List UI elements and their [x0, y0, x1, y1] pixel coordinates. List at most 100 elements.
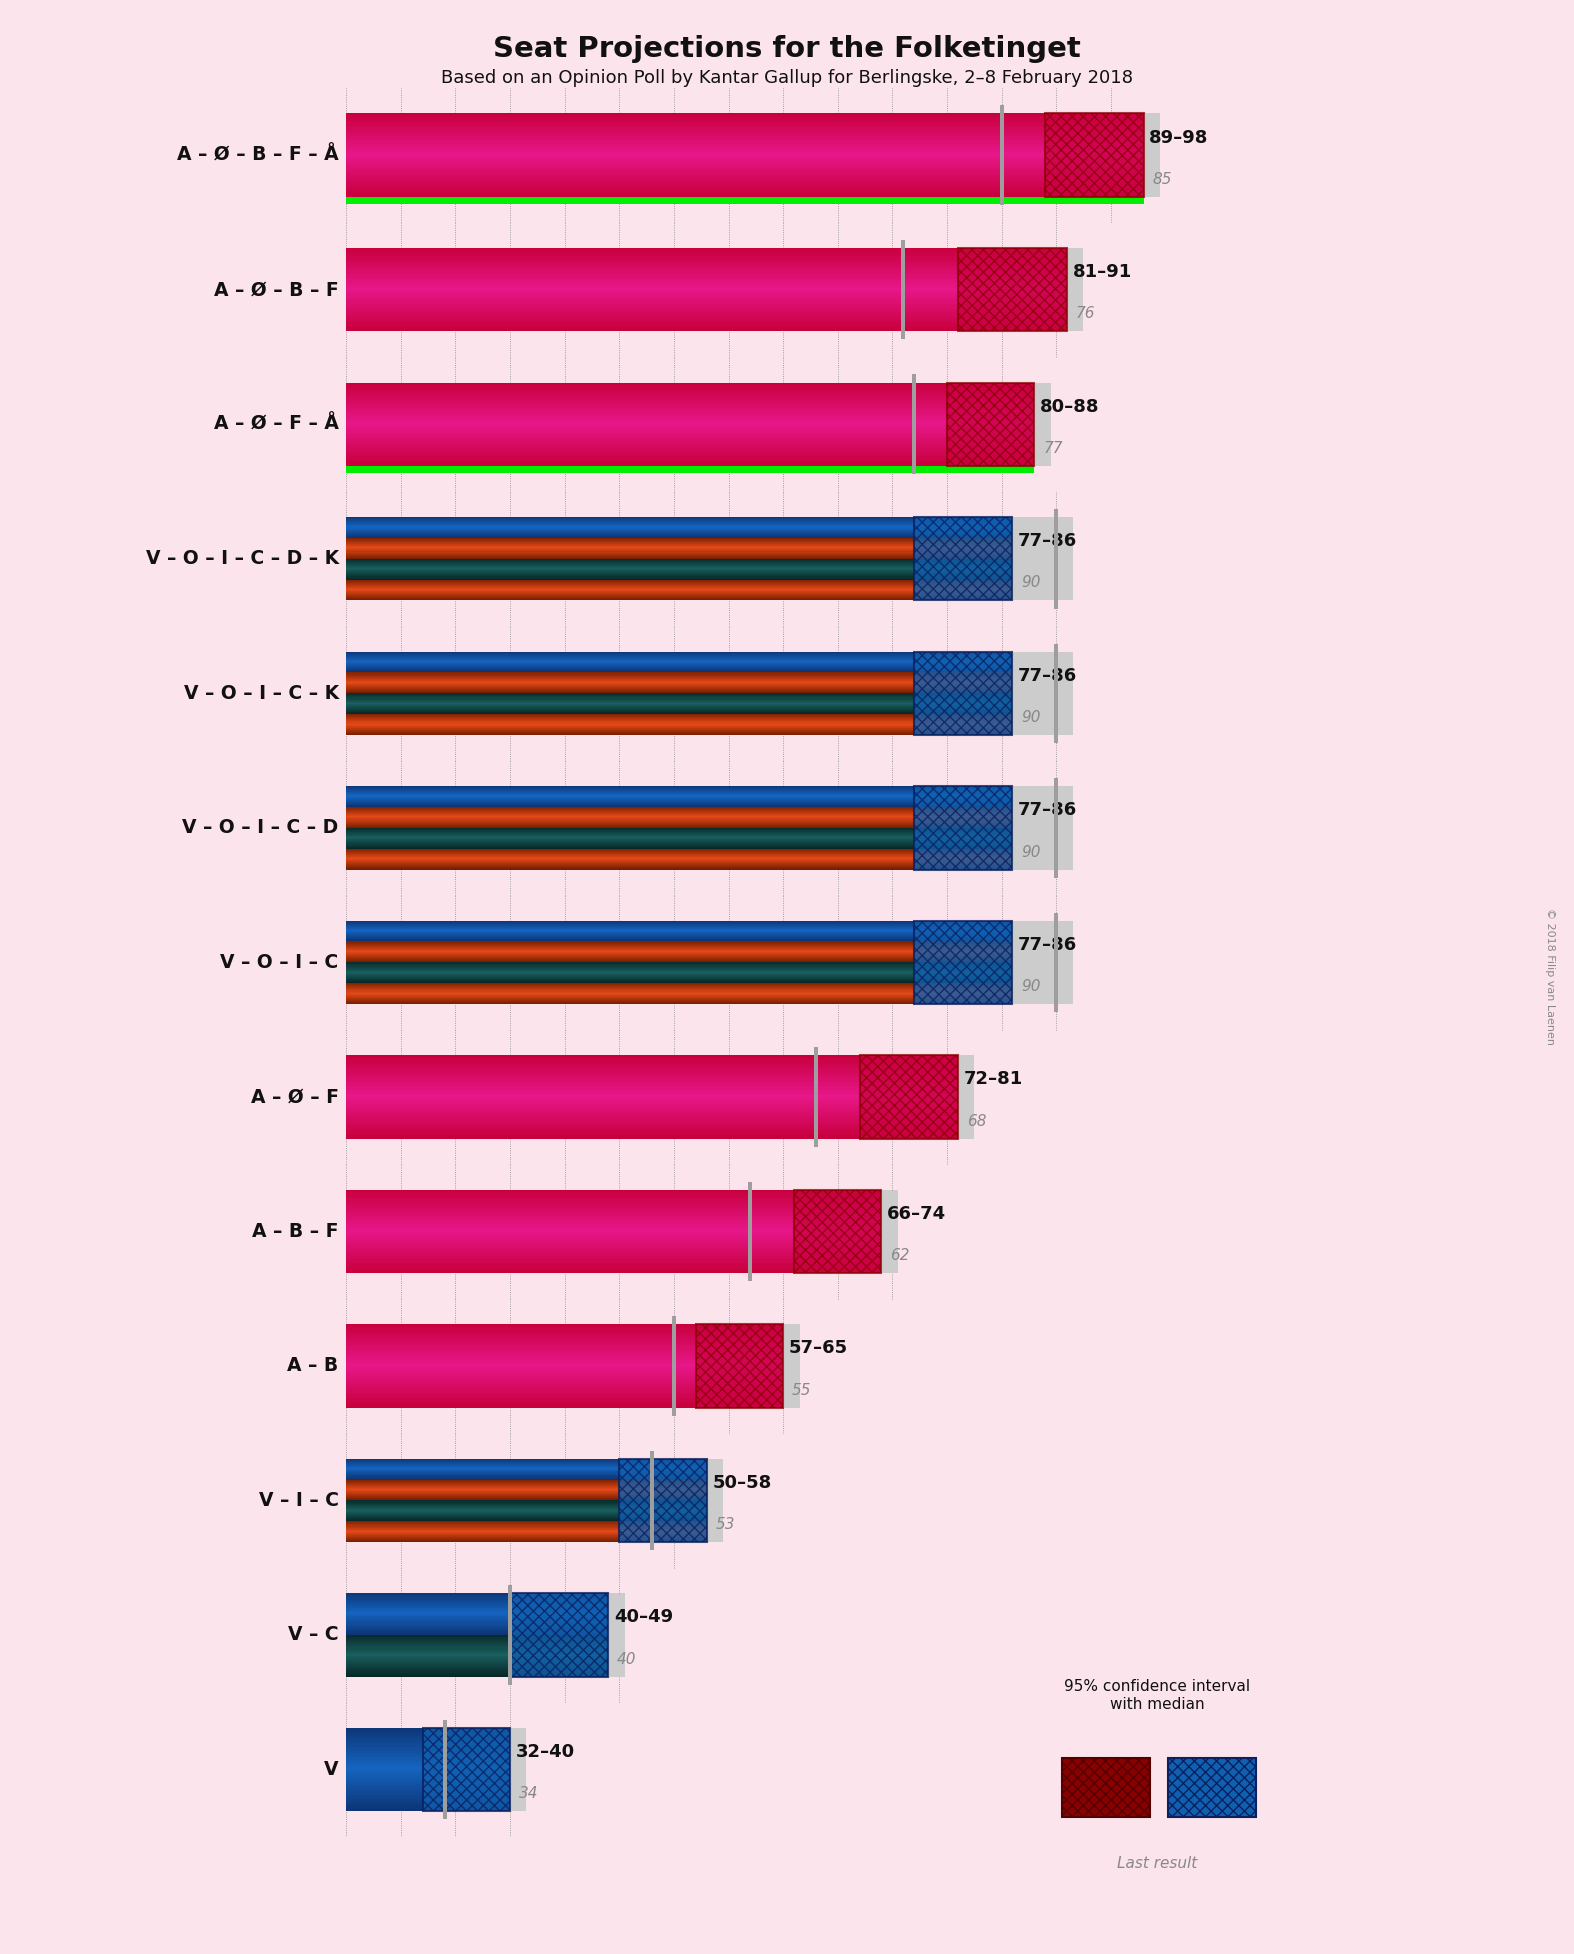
- Bar: [346, 1733, 510, 1737]
- Bar: [346, 895, 1072, 920]
- Text: 53: 53: [716, 1516, 735, 1532]
- Bar: [346, 223, 1083, 358]
- Text: V – O – I – C – K: V – O – I – C – K: [184, 684, 338, 703]
- Text: 68: 68: [966, 1114, 987, 1129]
- Bar: [346, 1165, 897, 1190]
- Bar: [346, 1745, 510, 1747]
- Bar: [346, 1620, 609, 1622]
- Bar: [914, 920, 1012, 1004]
- Bar: [346, 492, 1072, 625]
- Bar: [346, 1729, 510, 1731]
- Text: Last result: Last result: [1118, 1856, 1196, 1872]
- Bar: [346, 1727, 510, 1729]
- Text: 90: 90: [1022, 844, 1040, 860]
- Bar: [346, 1030, 974, 1055]
- Bar: [346, 1608, 609, 1610]
- Text: 76: 76: [1077, 307, 1096, 320]
- Bar: [346, 1299, 800, 1325]
- Bar: [346, 895, 1072, 1030]
- Text: 77–86: 77–86: [1018, 936, 1077, 954]
- Bar: [346, 625, 1072, 760]
- Bar: [346, 1665, 609, 1667]
- Bar: [1055, 643, 1058, 743]
- Bar: [346, 1807, 510, 1809]
- Bar: [346, 1770, 510, 1772]
- Bar: [346, 625, 1072, 651]
- Bar: [346, 1780, 510, 1782]
- Bar: [346, 1637, 609, 1639]
- Bar: [346, 735, 1072, 760]
- Bar: [346, 1602, 609, 1604]
- Bar: [346, 1632, 609, 1634]
- Bar: [346, 1594, 609, 1598]
- Text: V – C: V – C: [288, 1626, 338, 1645]
- Bar: [346, 1667, 609, 1669]
- Bar: [346, 1274, 897, 1299]
- Text: 81–91: 81–91: [1072, 264, 1132, 281]
- Text: A – B: A – B: [288, 1356, 338, 1376]
- Bar: [346, 1004, 1072, 1030]
- Text: 40–49: 40–49: [614, 1608, 674, 1626]
- Bar: [346, 1790, 510, 1792]
- Bar: [423, 1727, 510, 1811]
- Bar: [346, 1604, 609, 1606]
- Text: 90: 90: [1022, 979, 1040, 995]
- Bar: [346, 870, 1072, 895]
- Bar: [346, 1622, 609, 1624]
- Bar: [346, 1593, 609, 1594]
- Bar: [346, 1784, 510, 1786]
- Text: A – Ø – B – F: A – Ø – B – F: [214, 279, 338, 299]
- Bar: [346, 1774, 510, 1776]
- Bar: [346, 1804, 510, 1805]
- Bar: [346, 1645, 609, 1647]
- Bar: [346, 1802, 510, 1804]
- Text: A – B – F: A – B – F: [252, 1221, 338, 1241]
- Text: 32–40: 32–40: [516, 1743, 575, 1761]
- Bar: [346, 1792, 510, 1794]
- Text: V – O – I – C – D – K: V – O – I – C – D – K: [145, 549, 338, 569]
- Bar: [346, 1630, 609, 1632]
- Bar: [346, 1794, 510, 1796]
- Bar: [346, 1739, 510, 1741]
- Bar: [346, 1647, 609, 1649]
- Bar: [346, 1747, 510, 1749]
- Bar: [346, 1805, 510, 1807]
- Bar: [346, 492, 1072, 518]
- Bar: [902, 240, 905, 340]
- Bar: [346, 1671, 609, 1673]
- Bar: [1055, 508, 1058, 608]
- Bar: [346, 1432, 722, 1460]
- Bar: [346, 1749, 510, 1751]
- Bar: [346, 1643, 609, 1645]
- Bar: [793, 1190, 881, 1274]
- Text: © 2018 Filip van Laenen: © 2018 Filip van Laenen: [1546, 909, 1555, 1045]
- Bar: [914, 651, 1012, 735]
- Bar: [346, 1618, 609, 1620]
- Text: 77–86: 77–86: [1018, 666, 1077, 684]
- Bar: [346, 1165, 897, 1299]
- Bar: [346, 1673, 609, 1675]
- Text: Seat Projections for the Folketinget: Seat Projections for the Folketinget: [493, 35, 1081, 63]
- Bar: [913, 375, 916, 475]
- Bar: [346, 1755, 510, 1757]
- Text: 34: 34: [519, 1786, 538, 1802]
- Bar: [346, 760, 1072, 895]
- Bar: [346, 1669, 609, 1671]
- Text: V – O – I – C: V – O – I – C: [220, 954, 338, 971]
- Text: 85: 85: [1152, 172, 1171, 188]
- Bar: [510, 1593, 609, 1677]
- Bar: [814, 1047, 818, 1147]
- Bar: [1055, 913, 1058, 1012]
- Text: 95% confidence interval
with median: 95% confidence interval with median: [1064, 1678, 1250, 1712]
- Bar: [346, 358, 1051, 492]
- Text: 50–58: 50–58: [711, 1473, 771, 1493]
- Bar: [346, 1768, 510, 1770]
- Bar: [914, 786, 1012, 870]
- Text: 80–88: 80–88: [1040, 399, 1099, 416]
- Bar: [346, 1763, 510, 1764]
- Bar: [346, 1567, 625, 1593]
- Bar: [346, 1655, 609, 1657]
- Text: V – I – C: V – I – C: [258, 1491, 338, 1510]
- Text: A – Ø – F – Å: A – Ø – F – Å: [214, 414, 338, 434]
- Bar: [346, 1653, 609, 1655]
